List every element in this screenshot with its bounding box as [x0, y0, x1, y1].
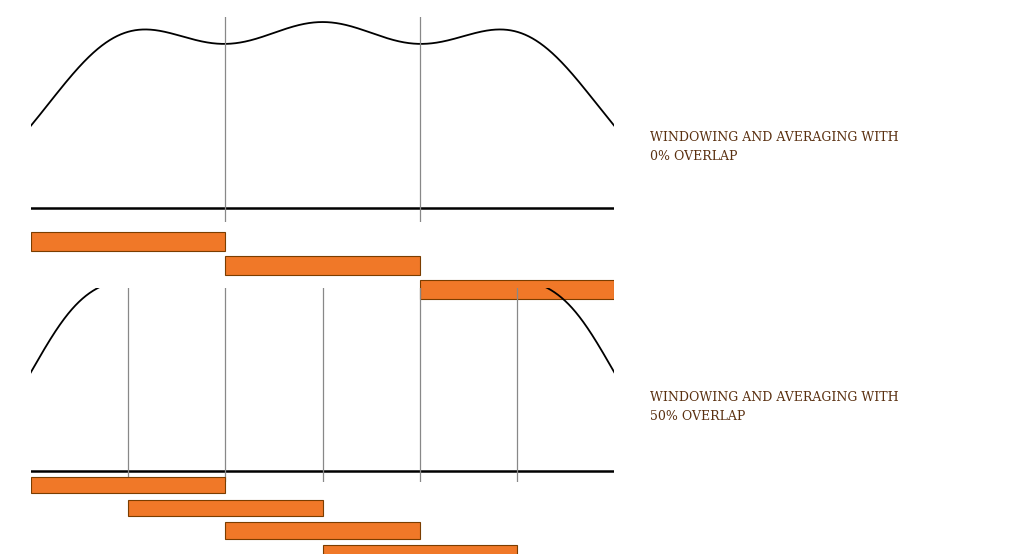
Text: WINDOWING AND AVERAGING WITH
50% OVERLAP: WINDOWING AND AVERAGING WITH 50% OVERLAP	[650, 391, 899, 423]
Bar	[225, 256, 420, 275]
Text: WINDOWING AND AVERAGING WITH
0% OVERLAP: WINDOWING AND AVERAGING WITH 0% OVERLAP	[650, 131, 899, 163]
Bar	[323, 545, 517, 554]
Bar	[31, 477, 225, 494]
Bar	[31, 232, 225, 252]
Bar	[420, 280, 614, 299]
Bar	[225, 522, 420, 538]
Bar	[128, 500, 323, 516]
